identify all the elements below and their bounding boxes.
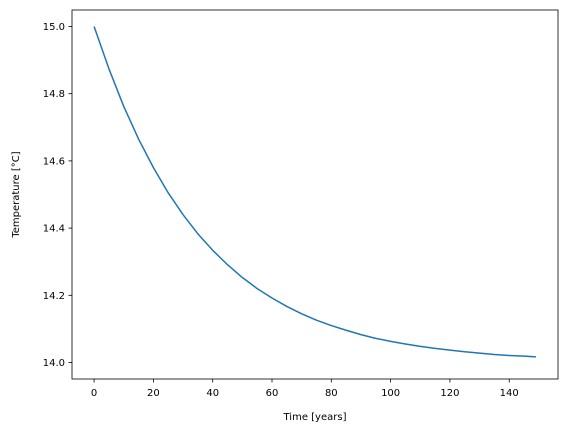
x-tick-label: 20	[147, 388, 160, 399]
y-tick-label: 14.8	[43, 89, 65, 100]
y-tick-label: 14.4	[43, 224, 65, 235]
y-tick-label: 15.0	[43, 22, 65, 33]
y-tick-label: 14.0	[43, 358, 65, 369]
y-axis-label: Temperature [°C]	[11, 151, 22, 238]
plot-area	[93, 26, 536, 358]
x-tick-label: 120	[440, 388, 459, 399]
x-axis-label: Time [years]	[283, 412, 347, 423]
x-tick-label: 100	[381, 388, 400, 399]
x-tick-label: 140	[500, 388, 519, 399]
ticks: 0 20 40 60 80 100 120 140 14.0 14.2 14.4 14.6 14.8 15…	[43, 22, 519, 399]
x-tick-label: 0	[91, 388, 97, 399]
axes-frame	[71, 9, 559, 380]
x-tick-label: 60	[266, 388, 279, 399]
x-tick-label: 80	[325, 388, 338, 399]
y-tick-label: 14.6	[43, 156, 65, 167]
x-tick-label: 40	[206, 388, 219, 399]
series-line-0	[93, 26, 536, 358]
y-tick-label: 14.2	[43, 291, 65, 302]
